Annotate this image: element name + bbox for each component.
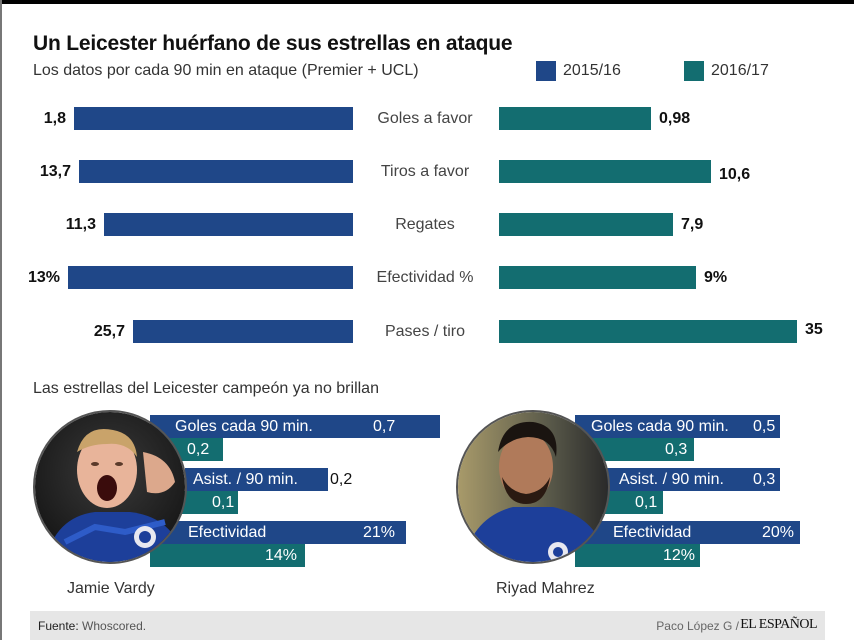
value-label-2015-2: 11,3 [65, 216, 96, 233]
player-value-2016: 12% [663, 547, 696, 564]
category-label-2: Regates [395, 216, 455, 233]
footer: Fuente: Whoscored. Paco López G / EL ESP… [30, 611, 825, 640]
value-label-2016-3: 9% [704, 269, 728, 286]
player-0-bar-2015-1: Asist. / 90 min. [185, 468, 328, 491]
player-0-bar-2015-0: Goles cada 90 min. 0,7 [150, 415, 440, 438]
top-border [0, 0, 854, 4]
legend-item-2016: 2016/17 [684, 61, 769, 81]
legend-swatch-2015 [536, 61, 556, 81]
category-label-1: Tiros a favor [380, 163, 470, 180]
section2-title: Las estrellas del Leicester campeón ya n… [33, 380, 379, 397]
bar-2016-4 [499, 320, 797, 343]
brand-logo: EL ESPAÑOL [740, 617, 817, 632]
player-photo-vardy [33, 410, 187, 564]
mahrez-portrait-icon [458, 412, 608, 562]
legend-label-2016: 2016/17 [711, 62, 769, 79]
footer-source-label: Fuente: [38, 619, 79, 633]
player-value-2015: 0,5 [753, 418, 776, 435]
player-value-2016: 0,1 [635, 494, 658, 511]
value-label-2016-2: 7,9 [681, 216, 704, 233]
player-1-bar-2015-0: Goles cada 90 min. 0,5 [575, 415, 780, 438]
value-label-2015-1: 13,7 [39, 163, 71, 180]
bar-2016-2 [499, 213, 673, 236]
bar-2016-1 [499, 160, 711, 183]
player-value-2015: 0,2 [330, 471, 353, 488]
player-metric-label: Efectividad [613, 524, 692, 541]
player-0-bar-2016-2: 14% [150, 544, 305, 567]
category-label-0: Goles a favor [377, 110, 473, 127]
player-value-2015: 0,3 [753, 471, 776, 488]
player-1-bar-2015-2: Efectividad 20% [575, 521, 800, 544]
value-label-2015-0: 1,8 [43, 110, 66, 127]
player-value-2016: 0,1 [212, 494, 235, 511]
player-metric-label: Asist. / 90 min. [193, 471, 298, 488]
player-photo-mahrez [456, 410, 610, 564]
bar-2015-1 [79, 160, 353, 183]
bar-2015-4 [133, 320, 353, 343]
left-border [0, 0, 2, 640]
bar-2016-3 [499, 266, 696, 289]
player-1-bar-2015-1: Asist. / 90 min. 0,3 [575, 468, 780, 491]
player-value-2015: 20% [762, 524, 795, 541]
value-label-2015-3: 13% [27, 269, 60, 286]
legend-item-2015: 2015/16 [536, 61, 621, 81]
category-label-4: Pases / tiro [384, 323, 466, 340]
value-label-2015-4: 25,7 [93, 323, 125, 340]
legend-label-2015: 2015/16 [563, 62, 621, 79]
bar-2015-2 [104, 213, 353, 236]
player-metric-label: Efectividad [188, 524, 267, 541]
value-label-2016-0: 0,98 [659, 110, 691, 127]
value-label-2016-1: 10,6 [719, 166, 751, 183]
player-1-bar-2016-0: 0,3 [575, 438, 694, 461]
player-metric-label: Goles cada 90 min. [591, 418, 729, 435]
player-value-2015: 21% [363, 524, 396, 541]
player-0-bar-2015-2: Efectividad 21% [150, 521, 406, 544]
player-value-2016: 14% [265, 547, 298, 564]
bar-2015-3 [68, 266, 353, 289]
bar-2015-0 [74, 107, 353, 130]
footer-source: Fuente: Whoscored. [38, 619, 146, 633]
player-value-2016: 0,2 [187, 441, 210, 458]
player-metric-label: Goles cada 90 min. [175, 418, 313, 435]
player-name-vardy: Jamie Vardy [67, 580, 155, 597]
legend-swatch-2016 [684, 61, 704, 81]
player-value-2016: 0,3 [665, 441, 688, 458]
footer-source-value: Whoscored. [82, 619, 147, 633]
footer-author: Paco López G / [656, 619, 739, 633]
player-1-bar-2016-2: 12% [575, 544, 700, 567]
category-label-3: Efectividad % [376, 269, 474, 286]
chart-subtitle: Los datos por cada 90 min en ataque (Pre… [33, 62, 419, 79]
player-value-2015: 0,7 [373, 418, 396, 435]
vardy-portrait-icon [35, 412, 185, 562]
player-metric-label: Asist. / 90 min. [619, 471, 724, 488]
chart-title: Un Leicester huérfano de sus estrellas e… [33, 32, 513, 55]
bar-2016-0 [499, 107, 651, 130]
value-label-2016-4: 35 [805, 321, 823, 338]
player-name-mahrez: Riyad Mahrez [496, 580, 595, 597]
